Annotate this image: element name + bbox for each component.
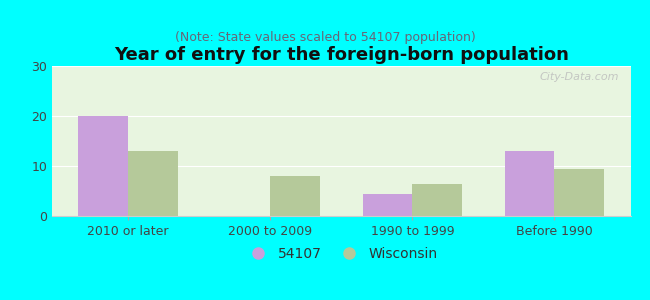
Bar xyxy=(504,151,554,216)
Bar xyxy=(363,194,412,216)
Bar xyxy=(554,169,604,216)
Legend: 54107, Wisconsin: 54107, Wisconsin xyxy=(239,241,443,266)
Title: Year of entry for the foreign-born population: Year of entry for the foreign-born popul… xyxy=(114,46,569,64)
Text: (Note: State values scaled to 54107 population): (Note: State values scaled to 54107 popu… xyxy=(175,32,475,44)
Bar xyxy=(78,116,128,216)
Bar xyxy=(412,184,462,216)
Bar xyxy=(128,151,178,216)
Bar xyxy=(270,176,320,216)
Text: City-Data.com: City-Data.com xyxy=(540,72,619,82)
